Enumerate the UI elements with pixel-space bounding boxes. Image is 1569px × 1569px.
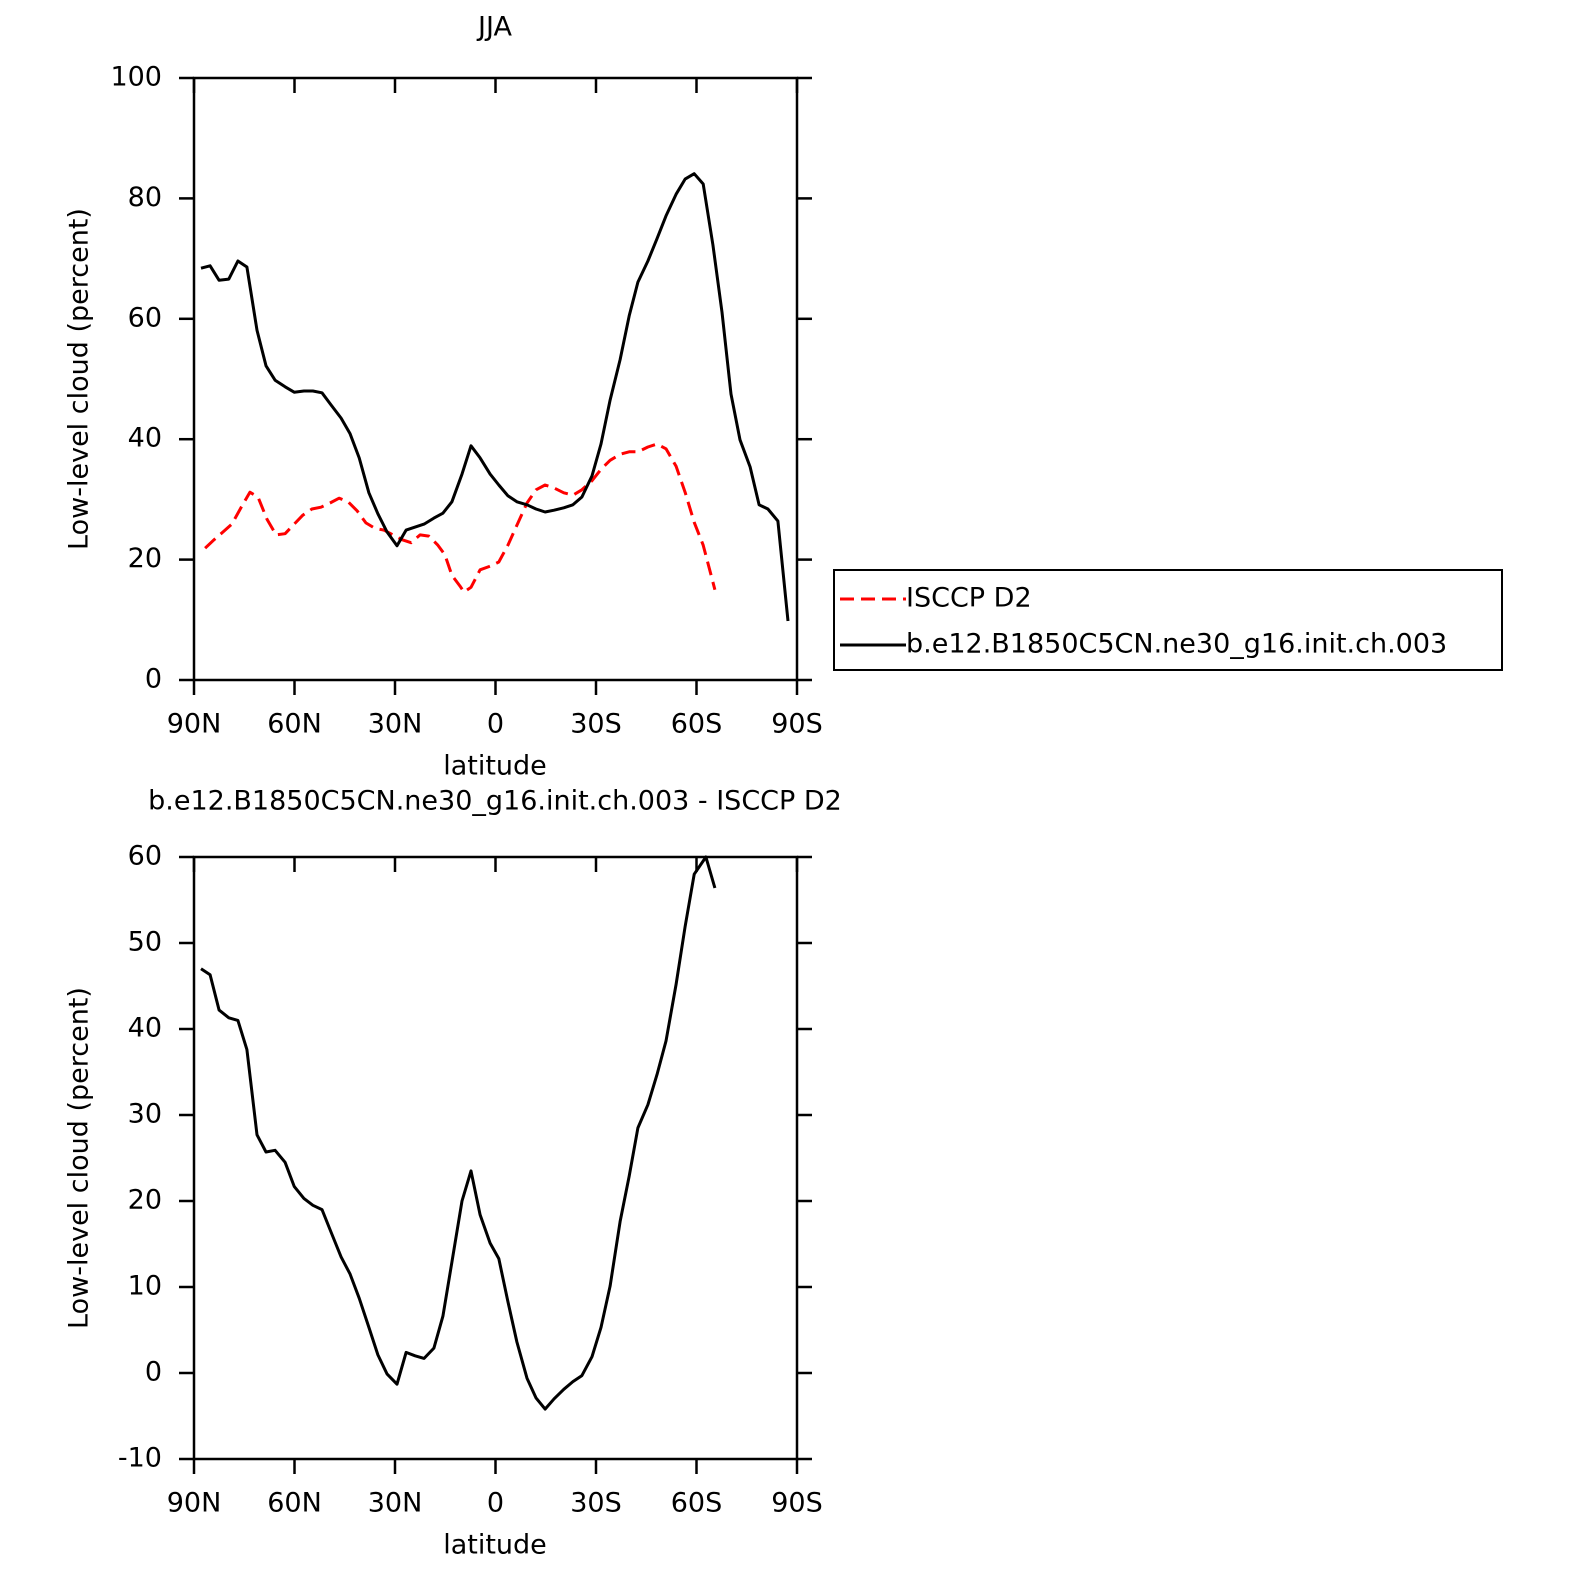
- plot-frame: [192, 76, 799, 682]
- chart-title: JJA: [476, 12, 512, 43]
- x-tick-label: 30N: [368, 1488, 423, 1519]
- x-tick-label: 60S: [671, 709, 723, 740]
- y-tick-label: 10: [128, 1271, 162, 1302]
- data-line: [200, 855, 717, 1411]
- y-tick-label: 40: [128, 1013, 162, 1044]
- x-tick-label: 30S: [570, 709, 622, 740]
- x-tick-label: 0: [487, 1488, 504, 1519]
- x-tick-label: 60N: [267, 1488, 322, 1519]
- y-tick-label: 60: [128, 841, 162, 872]
- y-axis-label: Low-level cloud (percent): [64, 208, 95, 550]
- legend-label: b.e12.B1850C5CN.ne30_g16.init.ch.003: [906, 629, 1447, 660]
- y-tick-label: 20: [128, 1185, 162, 1216]
- x-tick-label: 60S: [671, 1488, 723, 1519]
- y-tick-label: 20: [128, 543, 162, 574]
- x-tick-label: 30N: [368, 709, 423, 740]
- y-tick-label: 30: [128, 1099, 162, 1130]
- plot-frame: [192, 855, 799, 1461]
- x-axis-label: latitude: [443, 751, 547, 782]
- data-line: [204, 442, 717, 594]
- data-line: [200, 172, 790, 622]
- x-tick-label: 60N: [267, 709, 322, 740]
- y-tick-label: 0: [145, 664, 162, 695]
- legend-box: [833, 569, 1503, 671]
- legend-label: ISCCP D2: [906, 583, 1032, 614]
- x-tick-label: 90S: [771, 709, 823, 740]
- y-tick-label: 100: [110, 62, 162, 93]
- x-tick-label: 90N: [167, 1488, 222, 1519]
- x-axis-label: latitude: [443, 1530, 547, 1561]
- y-tick-label: 40: [128, 423, 162, 454]
- x-tick-label: 90S: [771, 1488, 823, 1519]
- y-tick-label: -10: [118, 1443, 162, 1474]
- y-tick-label: 60: [128, 302, 162, 333]
- x-tick-label: 30S: [570, 1488, 622, 1519]
- x-tick-label: 0: [487, 709, 504, 740]
- y-tick-label: 50: [128, 927, 162, 958]
- y-axis-label: Low-level cloud (percent): [64, 987, 95, 1329]
- x-tick-label: 90N: [167, 709, 222, 740]
- y-tick-label: 80: [128, 182, 162, 213]
- chart-title: b.e12.B1850C5CN.ne30_g16.init.ch.003 - I…: [148, 786, 842, 817]
- y-tick-label: 0: [145, 1357, 162, 1388]
